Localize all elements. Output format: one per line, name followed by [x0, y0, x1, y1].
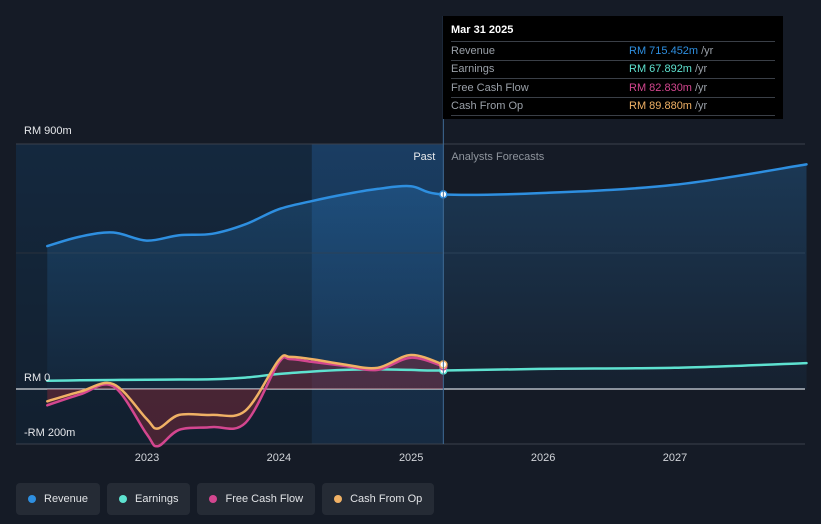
chart-legend: Revenue Earnings Free Cash Flow Cash From O…	[16, 483, 435, 515]
y-tick-label: RM 900m	[24, 125, 72, 137]
legend-label: Earnings	[135, 493, 179, 505]
x-tick-label: 2027	[663, 452, 687, 464]
legend-dot-icon	[334, 495, 343, 503]
y-tick-label: -RM 200m	[24, 427, 75, 439]
tooltip-series-value: RM 67.892m	[629, 63, 692, 76]
tooltip-series-value: RM 715.452m	[629, 44, 699, 57]
tooltip-unit: /yr	[694, 81, 708, 94]
tooltip-series-value: RM 82.830m	[629, 81, 692, 94]
tooltip-series-value: RM 89.880m	[629, 100, 692, 113]
legend-label: Revenue	[44, 493, 89, 505]
tooltip-unit: /yr	[694, 100, 708, 113]
x-tick-label: 2023	[135, 452, 159, 464]
revenue-area-fill	[47, 164, 807, 389]
forecast-label: Analysts Forecasts	[451, 151, 544, 163]
free-cash-flow-area-fill	[47, 357, 444, 447]
legend-dot-icon	[28, 495, 36, 503]
tooltip-series-name: Free Cash Flow	[451, 81, 529, 94]
legend-label: Free Cash Flow	[225, 493, 304, 505]
x-tick-label: 2024	[267, 452, 291, 464]
legend-item-revenue[interactable]: Revenue	[16, 483, 101, 515]
tooltip-row: Earnings RM 67.892m/yr	[451, 59, 775, 79]
revenue-line	[46, 163, 808, 248]
x-tick-label: 2025	[399, 452, 423, 464]
tooltip-row: Cash From Op RM 89.880m/yr	[451, 96, 775, 116]
legend-dot-icon	[119, 495, 128, 503]
tooltip-row: Revenue RM 715.452m/yr	[451, 41, 775, 60]
cash-from-op-line	[46, 353, 445, 430]
tooltip-unit: /yr	[701, 44, 714, 57]
legend-item-cash-from-op[interactable]: Cash From Op	[322, 483, 435, 515]
legend-label: Cash From Op	[350, 493, 423, 505]
tooltip-series-name: Revenue	[451, 44, 496, 57]
tooltip-row: Free Cash Flow RM 82.830m/yr	[451, 78, 775, 97]
free-cash-flow-line	[46, 355, 445, 448]
past-label: Past	[413, 151, 435, 163]
earnings-line	[46, 361, 808, 383]
legend-item-free-cash-flow[interactable]: Free Cash Flow	[197, 483, 316, 515]
legend-dot-icon	[209, 495, 218, 503]
tooltip-series-name: Cash From Op	[451, 100, 524, 113]
x-tick-label: 2026	[531, 452, 555, 464]
tooltip-panel: Mar 31 2025 Revenue RM 715.452m/yr Earning…	[443, 16, 783, 119]
tooltip-series-name: Earnings	[451, 63, 495, 76]
tooltip-unit: /yr	[694, 63, 708, 76]
y-tick-label: RM 0	[24, 372, 50, 384]
tooltip-date: Mar 31 2025	[451, 24, 514, 36]
legend-item-earnings[interactable]: Earnings	[107, 483, 191, 515]
